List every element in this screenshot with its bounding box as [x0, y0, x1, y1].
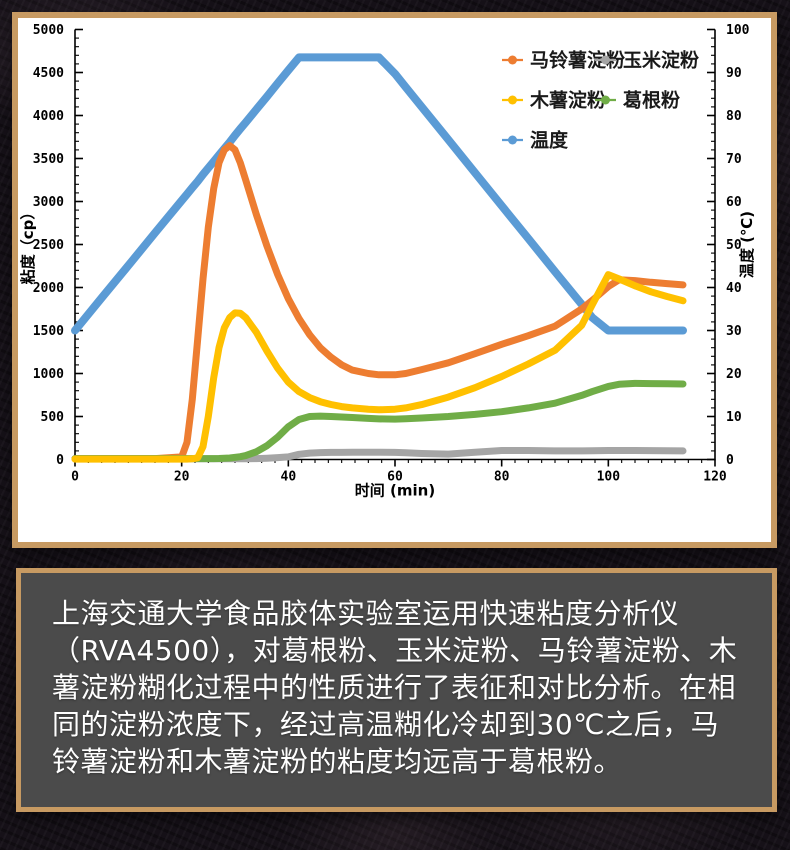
legend-marker-temperature	[508, 135, 517, 145]
x-axis-title: 时间 (min)	[355, 482, 435, 500]
y-right-tick-label: 60	[726, 195, 742, 210]
series-line-temperature	[71, 53, 687, 335]
legend-marker-kudzu-powder	[601, 95, 610, 105]
y-right-tick-label: 40	[726, 281, 742, 296]
y-left-tick-label: 1000	[33, 367, 64, 382]
axis-spines	[74, 29, 716, 461]
y-left-tick-label: 3000	[33, 195, 64, 210]
y-left-tick-label: 3500	[33, 152, 64, 167]
y-right-axis-title: 温度 (℃)	[738, 211, 756, 278]
series-line-potato-starch	[71, 142, 687, 463]
x-tick-label: 60	[387, 470, 403, 485]
rva-viscosity-chart: 0500100015002000250030003500400045005000…	[19, 23, 756, 500]
legend-marker-potato-starch	[508, 55, 517, 65]
legend-marker-corn-starch	[601, 55, 610, 65]
y-right-tick-label: 100	[726, 23, 750, 38]
y-right-tick-label: 80	[726, 109, 742, 124]
x-tick-label: 0	[71, 470, 79, 485]
y-left-tick-label: 0	[56, 453, 64, 468]
y-left-tick-label: 2000	[33, 281, 64, 296]
legend-marker-tapioca-starch	[508, 95, 517, 105]
x-tick-label: 20	[174, 470, 190, 485]
y-right-tick-label: 50	[726, 238, 742, 253]
caption-box: 上海交通大学食品胶体实验室运用快速粘度分析仪（RVA4500），对葛根粉、玉米淀…	[16, 568, 777, 812]
legend-label-temperature: 温度	[530, 129, 569, 152]
y-right-tick-label: 0	[726, 453, 734, 468]
y-left-tick-label: 4000	[33, 109, 64, 124]
y-right-tick-label: 30	[726, 324, 742, 339]
y-right-tick-label: 20	[726, 367, 742, 382]
y-left-tick-label: 5000	[33, 23, 64, 38]
y-left-tick-label: 1500	[33, 324, 64, 339]
x-tick-label: 120	[703, 470, 727, 485]
chart-panel: 0 500 1000 1500 2000 2500 3000 3500 4000 4500 5000…	[12, 12, 777, 548]
x-tick-label: 80	[494, 470, 510, 485]
y-left-axis-title: 粘度（cp）	[19, 205, 37, 285]
y-right-tick-label: 70	[726, 152, 742, 167]
y-left-tick-label: 4500	[33, 66, 64, 81]
x-tick-label: 40	[281, 470, 297, 485]
legend-label-kudzu-powder: 葛根粉	[622, 89, 680, 112]
x-tick-label: 100	[597, 470, 621, 485]
series-line-tapioca-starch	[71, 271, 687, 463]
y-left-tick-label: 500	[41, 410, 65, 425]
legend-label-potato-starch: 马铃薯淀粉	[530, 49, 625, 72]
y-right-tick-label: 10	[726, 410, 742, 425]
legend-label-corn-starch: 玉米淀粉	[623, 49, 699, 72]
caption-text: 上海交通大学食品胶体实验室运用快速粘度分析仪（RVA4500），对葛根粉、玉米淀…	[52, 597, 738, 778]
legend-label-tapioca-starch: 木薯淀粉	[529, 89, 606, 112]
y-right-tick-label: 90	[726, 66, 742, 81]
y-left-tick-label: 2500	[33, 238, 64, 253]
